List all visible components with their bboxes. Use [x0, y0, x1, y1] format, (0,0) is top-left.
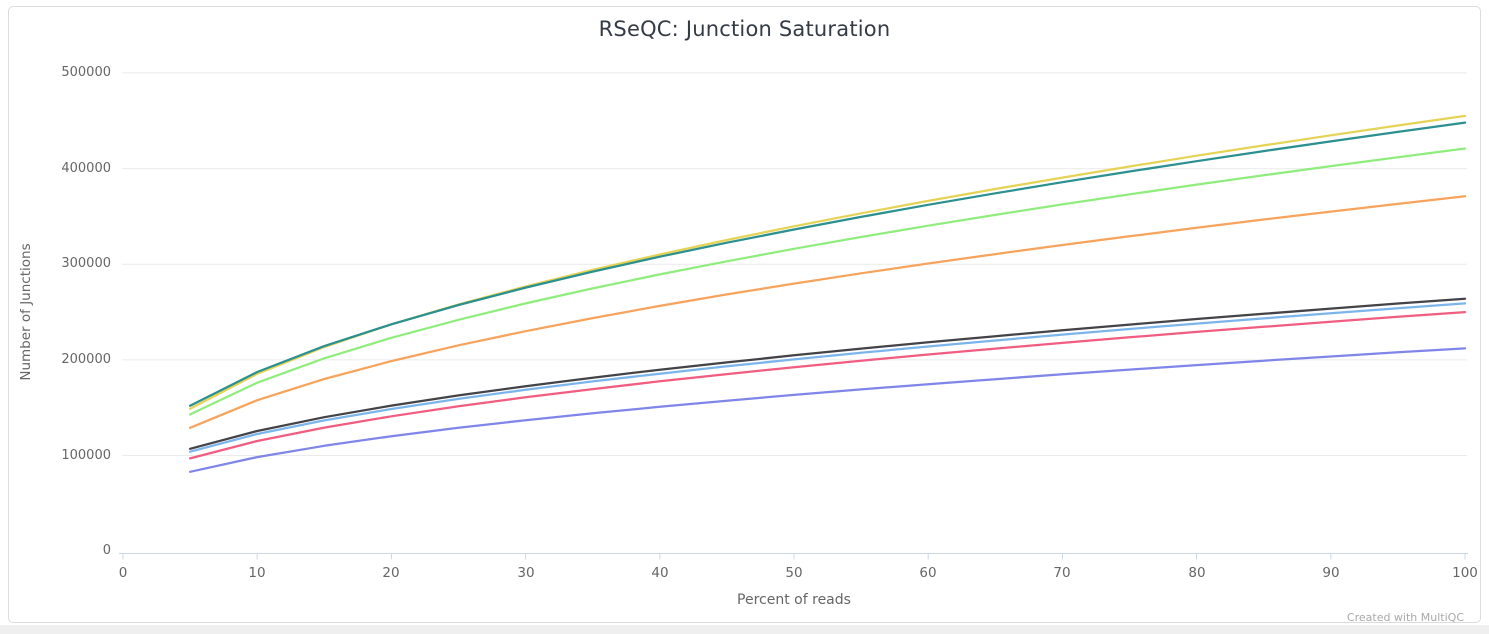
y-tick-label: 200000	[61, 352, 111, 367]
x-tick-label: 70	[1053, 565, 1071, 581]
multiqc-credit: Created with MultiQC	[1346, 611, 1464, 624]
series-line-series-4	[188, 195, 1467, 429]
line-chart-canvas[interactable]	[9, 7, 1480, 622]
x-tick-label: 60	[919, 565, 937, 581]
y-tick-label: 0	[102, 543, 111, 558]
series-line-series-1	[188, 302, 1467, 453]
junction-saturation-plot-card: RSeQC: Junction Saturation 0 100000 200000…	[8, 6, 1481, 624]
chart-title: RSeQC: Junction Saturation	[598, 17, 891, 41]
series-line-series-3	[188, 147, 1467, 416]
series-line-series-6	[188, 310, 1467, 460]
x-tick-label: 80	[1188, 565, 1206, 581]
x-tick-label: 50	[785, 565, 803, 581]
series-line-series-2	[188, 297, 1467, 450]
x-axis-title: Percent of reads	[9, 592, 1489, 608]
x-tick-label: 90	[1322, 565, 1340, 581]
x-axis-title-text: Percent of reads	[737, 592, 851, 608]
x-tick-label: 30	[517, 565, 535, 581]
y-tick-label: 500000	[61, 65, 111, 80]
y-tick-label: 300000	[61, 256, 111, 271]
y-tick-label: 100000	[61, 448, 111, 463]
page-background-strip	[0, 625, 1489, 634]
series-line-series-8	[188, 121, 1467, 407]
x-tick-label: 40	[651, 565, 669, 581]
x-tick-label: 10	[248, 565, 266, 581]
x-tick-label: 20	[382, 565, 400, 581]
y-axis-title: Number of Junctions	[18, 243, 34, 381]
x-tick-label: 0	[118, 565, 128, 581]
y-tick-label: 400000	[61, 161, 111, 176]
x-tick-label: 100	[1452, 565, 1478, 581]
series-line-series-5	[188, 347, 1467, 473]
